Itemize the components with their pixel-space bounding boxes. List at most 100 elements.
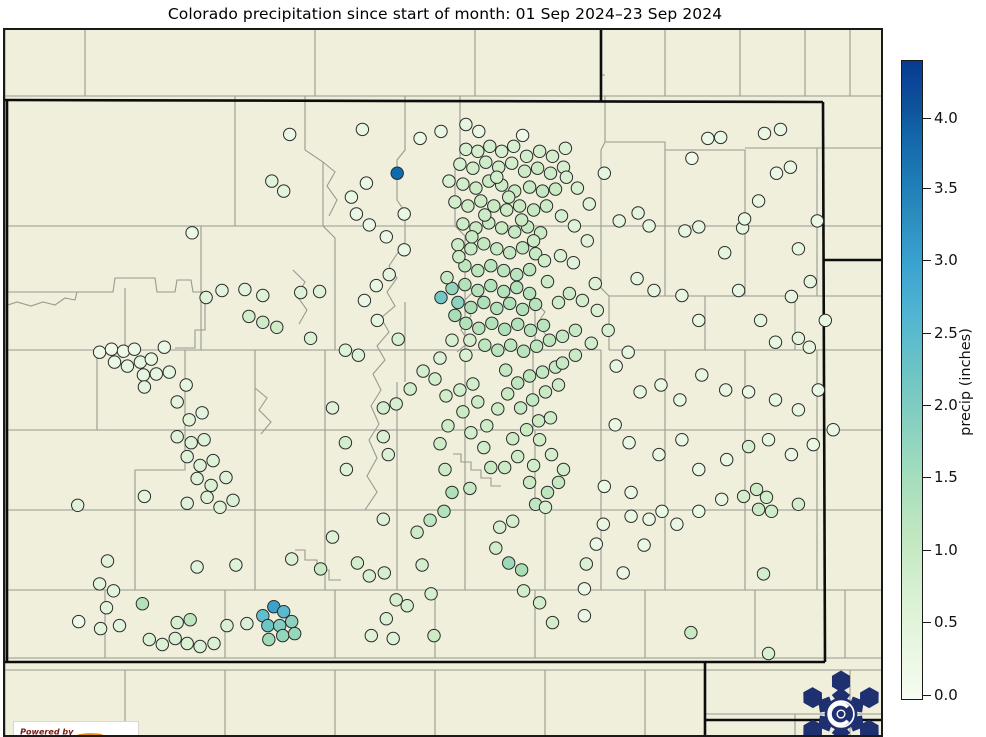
station-marker[interactable] <box>478 208 492 222</box>
station-marker[interactable] <box>515 128 530 143</box>
station-marker[interactable] <box>184 436 198 450</box>
station-marker[interactable] <box>390 166 404 180</box>
station-marker[interactable] <box>362 569 376 583</box>
station-marker[interactable] <box>359 176 374 190</box>
station-marker[interactable] <box>826 423 840 437</box>
station-marker[interactable] <box>397 243 411 257</box>
station-marker[interactable] <box>483 139 497 154</box>
station-marker[interactable] <box>501 387 515 401</box>
station-marker[interactable] <box>479 155 493 169</box>
station-marker[interactable] <box>427 628 441 643</box>
station-marker[interactable] <box>523 323 538 337</box>
station-marker[interactable] <box>277 184 291 198</box>
station-marker[interactable] <box>769 166 784 180</box>
station-marker[interactable] <box>441 419 455 433</box>
station-marker[interactable] <box>466 161 480 175</box>
station-marker[interactable] <box>673 393 687 407</box>
station-marker[interactable] <box>439 389 453 403</box>
station-marker[interactable] <box>107 355 122 369</box>
station-marker[interactable] <box>630 271 644 286</box>
station-marker[interactable] <box>741 385 756 399</box>
station-marker[interactable] <box>608 418 622 432</box>
station-marker[interactable] <box>448 308 462 323</box>
station-marker[interactable] <box>806 437 820 452</box>
station-marker[interactable] <box>438 462 452 477</box>
station-marker[interactable] <box>204 478 218 493</box>
station-marker[interactable] <box>545 149 560 164</box>
station-marker[interactable] <box>497 284 511 299</box>
station-marker[interactable] <box>515 302 530 317</box>
station-marker[interactable] <box>567 219 582 233</box>
station-marker[interactable] <box>502 190 516 204</box>
station-marker[interactable] <box>137 489 152 504</box>
station-marker[interactable] <box>190 560 204 574</box>
station-marker[interactable] <box>485 316 499 330</box>
station-marker[interactable] <box>453 383 467 397</box>
station-marker[interactable] <box>403 382 417 396</box>
station-marker[interactable] <box>471 263 485 278</box>
station-marker[interactable] <box>695 368 709 382</box>
station-marker[interactable] <box>72 614 86 629</box>
station-marker[interactable] <box>397 207 411 221</box>
station-marker[interactable] <box>692 220 706 234</box>
station-marker[interactable] <box>193 458 207 473</box>
station-marker[interactable] <box>288 626 302 641</box>
station-marker[interactable] <box>112 618 127 633</box>
station-marker[interactable] <box>100 554 115 568</box>
station-marker[interactable] <box>355 122 370 137</box>
station-marker[interactable] <box>428 372 442 386</box>
station-marker[interactable] <box>504 338 518 352</box>
station-marker[interactable] <box>528 297 543 312</box>
station-marker[interactable] <box>532 596 547 610</box>
station-marker[interactable] <box>526 458 541 473</box>
station-marker[interactable] <box>556 462 571 477</box>
station-marker[interactable] <box>465 230 479 244</box>
station-marker[interactable] <box>543 411 558 425</box>
station-marker[interactable] <box>495 221 509 235</box>
station-marker[interactable] <box>498 322 512 336</box>
station-marker[interactable] <box>655 504 669 518</box>
station-marker[interactable] <box>92 577 107 591</box>
station-marker[interactable] <box>559 170 574 184</box>
station-marker[interactable] <box>512 199 527 213</box>
station-marker[interactable] <box>464 242 478 256</box>
station-marker[interactable] <box>456 177 470 191</box>
station-marker[interactable] <box>548 182 563 196</box>
station-marker[interactable] <box>464 300 478 315</box>
station-marker[interactable] <box>242 309 256 324</box>
station-marker[interactable] <box>142 632 157 647</box>
station-marker[interactable] <box>551 295 566 310</box>
station-marker[interactable] <box>484 460 498 475</box>
station-marker[interactable] <box>756 567 771 581</box>
station-marker[interactable] <box>517 164 532 178</box>
station-marker[interactable] <box>516 584 531 598</box>
station-marker[interactable] <box>338 343 353 357</box>
station-marker[interactable] <box>791 242 806 256</box>
station-marker[interactable] <box>791 331 806 345</box>
station-marker[interactable] <box>423 513 437 527</box>
station-marker[interactable] <box>71 498 85 512</box>
station-marker[interactable] <box>538 385 553 399</box>
station-marker[interactable] <box>389 593 403 607</box>
station-marker[interactable] <box>514 213 529 227</box>
station-marker[interactable] <box>570 181 585 195</box>
station-marker[interactable] <box>510 280 524 295</box>
station-marker[interactable] <box>588 276 602 291</box>
station-marker[interactable] <box>555 356 570 370</box>
station-marker[interactable] <box>596 517 610 531</box>
station-marker[interactable] <box>514 563 529 577</box>
station-marker[interactable] <box>170 615 184 630</box>
station-marker[interactable] <box>503 296 517 311</box>
station-marker[interactable] <box>811 383 825 397</box>
station-marker[interactable] <box>451 295 465 310</box>
station-marker[interactable] <box>459 117 473 132</box>
station-marker[interactable] <box>472 321 486 335</box>
station-marker[interactable] <box>609 359 623 373</box>
station-marker[interactable] <box>539 199 554 213</box>
station-marker[interactable] <box>505 156 519 170</box>
station-marker[interactable] <box>434 124 448 139</box>
station-marker[interactable] <box>720 452 734 467</box>
station-marker[interactable] <box>136 368 151 382</box>
station-marker[interactable] <box>137 380 152 394</box>
station-marker[interactable] <box>584 336 598 350</box>
